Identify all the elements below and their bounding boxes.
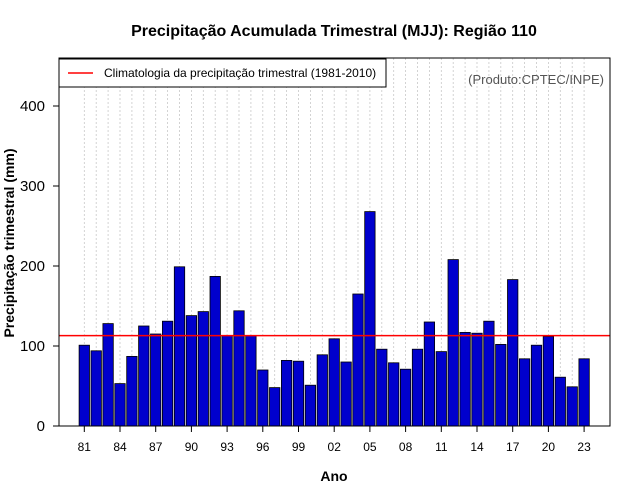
bar [90, 350, 102, 427]
bar [530, 344, 543, 427]
x-tick-label: 99 [292, 440, 306, 454]
bar [269, 387, 281, 427]
bar [495, 343, 507, 427]
y-tick-label: 400 [20, 98, 45, 115]
bar [340, 361, 352, 427]
bar [126, 355, 138, 427]
x-tick-label: 81 [78, 440, 92, 454]
x-tick-label: 96 [256, 440, 270, 454]
bar [399, 368, 412, 427]
bar [304, 384, 317, 427]
y-tick-label: 300 [20, 178, 45, 195]
bar [78, 344, 90, 427]
legend-label: Climatologia da precipitação trimestral … [104, 66, 376, 80]
x-tick-label: 93 [220, 440, 234, 454]
x-tick-label: 05 [363, 440, 377, 454]
bar [364, 211, 376, 427]
bar [161, 320, 174, 427]
bar [185, 315, 197, 427]
bar [197, 311, 209, 427]
x-tick-label: 23 [577, 440, 591, 454]
x-tick-label: 17 [506, 440, 520, 454]
bar [173, 266, 186, 427]
y-axis-title: Precipitação trimestral (mm) [1, 148, 17, 337]
x-tick-label: 11 [435, 440, 448, 454]
grid-lines [83, 58, 585, 426]
bar [423, 321, 436, 427]
bar [209, 275, 221, 427]
bar [471, 332, 483, 427]
bar [328, 338, 340, 427]
x-axis: 81 84 87 90 93 96 99 02 05 08 11 14 17 20 23 [78, 425, 591, 454]
x-tick-label: 87 [149, 440, 163, 454]
bar [483, 320, 495, 427]
bar [519, 358, 531, 427]
x-tick-label: 14 [470, 440, 484, 454]
bar [221, 335, 233, 427]
x-tick-label: 90 [185, 440, 199, 454]
bar [114, 383, 126, 427]
bar [316, 354, 328, 427]
y-tick-label: 100 [20, 338, 45, 355]
bar [280, 359, 293, 427]
bar [554, 376, 566, 427]
bar [507, 279, 519, 427]
bar [233, 310, 245, 427]
bar [245, 335, 257, 427]
bar [578, 358, 590, 427]
legend-box [58, 58, 387, 88]
bar [566, 386, 578, 427]
bar [388, 362, 400, 427]
x-tick-label: 84 [113, 440, 127, 454]
x-tick-label: 20 [542, 440, 556, 454]
bar [459, 331, 471, 427]
bar [138, 325, 150, 427]
y-tick-label: 200 [20, 258, 45, 275]
bar [411, 348, 424, 427]
credit-text: (Produto:CPTEC/INPE) [468, 72, 604, 87]
x-tick-label: 02 [328, 440, 342, 454]
bar [102, 323, 114, 427]
bar [292, 360, 305, 427]
y-tick-label: 0 [37, 418, 45, 435]
x-axis-title: Ano [320, 468, 347, 484]
x-tick-label: 08 [399, 440, 413, 454]
bars [78, 211, 590, 427]
bar [435, 351, 447, 427]
bar [376, 348, 388, 427]
bar [257, 369, 269, 427]
legend: Climatologia da precipitação trimestral … [58, 58, 387, 88]
bar [542, 335, 555, 427]
bar [447, 259, 459, 427]
chart-title: Precipitação Acumulada Trimestral (MJJ):… [131, 23, 537, 40]
bar [352, 293, 364, 427]
bar [150, 333, 162, 427]
y-axis: 0 100 200 300 400 [20, 98, 59, 435]
